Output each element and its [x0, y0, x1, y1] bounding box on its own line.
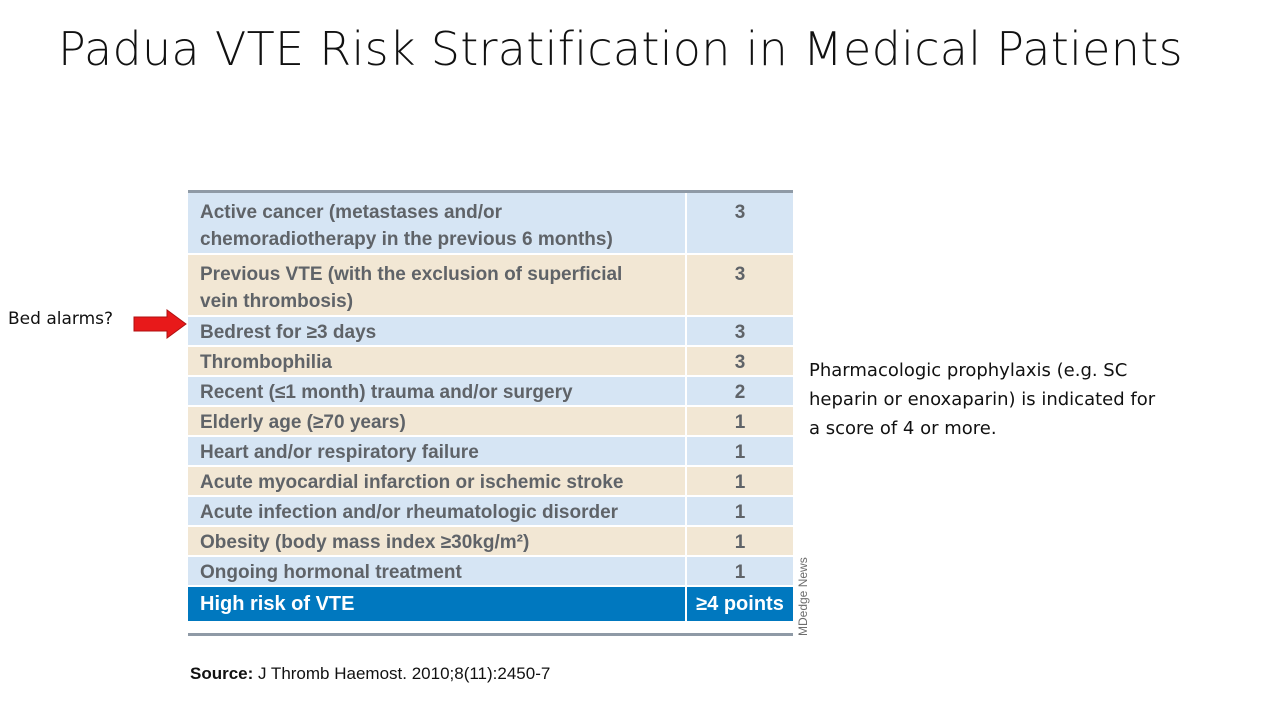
- high-risk-row: High risk of VTE ≥4 points: [188, 586, 793, 621]
- source-text: J Thromb Haemost. 2010;8(11):2450-7: [253, 664, 551, 683]
- table-row: Active cancer (metastases and/or chemorad…: [188, 191, 793, 255]
- points-cell: 3: [686, 316, 793, 347]
- high-risk-points: ≥4 points: [686, 586, 793, 621]
- right-arrow-icon: [133, 309, 187, 339]
- table-row: Previous VTE (with the exclusion of supe…: [188, 254, 793, 317]
- bed-alarms-annotation: Bed alarms?: [8, 309, 114, 329]
- table-row: Acute myocardial infarction or ischemic …: [188, 466, 793, 497]
- risk-factor-cell: Ongoing hormonal treatment: [188, 556, 687, 587]
- risk-factor-cell: Heart and/or respiratory failure: [188, 436, 687, 467]
- source-citation: Source: J Thromb Haemost. 2010;8(11):245…: [190, 664, 550, 684]
- high-risk-label: High risk of VTE: [188, 586, 687, 621]
- risk-factor-cell: Thrombophilia: [188, 346, 687, 377]
- table-row: Acute infection and/or rheumatologic dis…: [188, 496, 793, 527]
- points-cell: 1: [686, 466, 793, 497]
- prophylaxis-note: Pharmacologic prophylaxis (e.g. SC hepar…: [809, 360, 1156, 439]
- points-cell: 2: [686, 376, 793, 407]
- points-cell: 1: [686, 496, 793, 527]
- table-bottom-rule: [188, 633, 793, 636]
- points-cell: 1: [686, 556, 793, 587]
- padua-risk-table: Active cancer (metastases and/or chemorad…: [188, 190, 793, 621]
- image-credit: MDedge News: [796, 557, 810, 636]
- risk-factor-cell: Recent (≤1 month) trauma and/or surgery: [188, 376, 687, 407]
- source-label: Source:: [190, 664, 254, 683]
- points-cell: 1: [686, 526, 793, 557]
- table-row: Recent (≤1 month) trauma and/or surgery …: [188, 376, 793, 407]
- points-cell: 3: [686, 346, 793, 377]
- points-cell: 3: [686, 254, 793, 317]
- points-cell: 1: [686, 406, 793, 437]
- risk-factor-cell: Previous VTE (with the exclusion of supe…: [188, 254, 687, 317]
- risk-factor-cell: Bedrest for ≥3 days: [188, 316, 687, 347]
- risk-factor-cell: Elderly age (≥70 years): [188, 406, 687, 437]
- table-row: Heart and/or respiratory failure 1: [188, 436, 793, 467]
- points-cell: 1: [686, 436, 793, 467]
- risk-factor-cell: Obesity (body mass index ≥30kg/m²): [188, 526, 687, 557]
- risk-factor-cell: Active cancer (metastases and/or chemorad…: [188, 191, 687, 255]
- table-row: Obesity (body mass index ≥30kg/m²) 1: [188, 526, 793, 557]
- table-row: Bedrest for ≥3 days 3: [188, 316, 793, 347]
- table-row: Elderly age (≥70 years) 1: [188, 406, 793, 437]
- slide-title: Padua VTE Risk Stratification in Medical…: [58, 22, 1183, 76]
- points-cell: 3: [686, 191, 793, 255]
- table-row: Thrombophilia 3: [188, 346, 793, 377]
- risk-factor-cell: Acute myocardial infarction or ischemic …: [188, 466, 687, 497]
- table-row: Ongoing hormonal treatment 1: [188, 556, 793, 587]
- risk-factor-cell: Acute infection and/or rheumatologic dis…: [188, 496, 687, 527]
